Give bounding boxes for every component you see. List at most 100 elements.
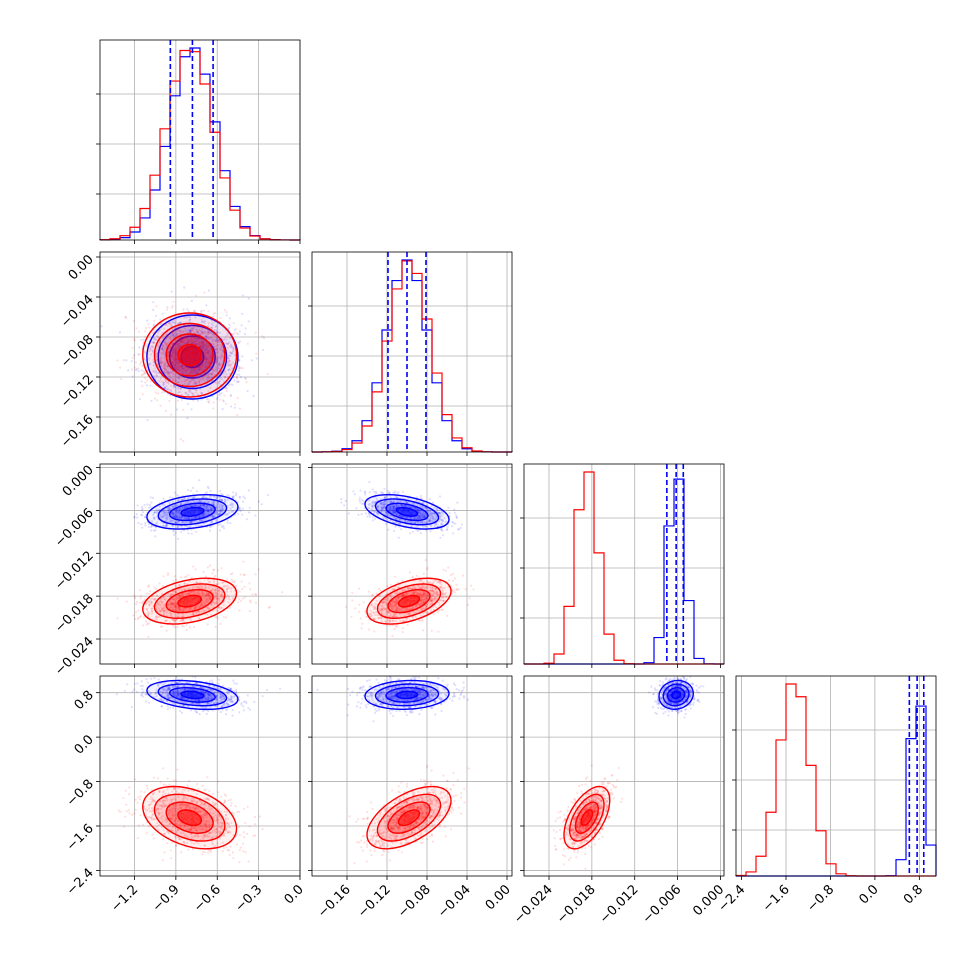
scatter-point: [421, 619, 424, 622]
scatter-point: [187, 505, 190, 508]
scatter-point: [173, 366, 176, 369]
scatter-point: [168, 388, 171, 392]
scatter-point: [187, 609, 190, 612]
scatter-point: [383, 503, 386, 506]
scatter-point: [198, 515, 201, 518]
scatter-point: [183, 607, 186, 610]
scatter-point: [217, 589, 220, 592]
scatter-point: [204, 331, 207, 335]
scatter-point: [416, 515, 419, 518]
scatter-point: [421, 513, 424, 516]
scatter-point: [208, 594, 211, 597]
scatter-point: [222, 525, 225, 528]
scatter-point: [396, 496, 399, 499]
scatter-point: [390, 500, 393, 503]
scatter-point: [202, 601, 205, 604]
scatter-point: [239, 508, 242, 511]
scatter-point: [209, 508, 212, 511]
scatter-point: [205, 592, 208, 595]
scatter-point: [166, 517, 169, 520]
scatter-point: [171, 603, 174, 606]
scatter-point: [170, 389, 173, 393]
scatter-point: [162, 596, 165, 599]
scatter-point: [417, 517, 420, 520]
scatter-point: [165, 611, 168, 614]
scatter-point: [177, 346, 180, 349]
scatter-point: [152, 346, 155, 349]
scatter-point: [179, 345, 182, 348]
scatter-point: [398, 514, 401, 517]
scatter-point: [388, 509, 391, 512]
scatter-point: [257, 500, 260, 503]
contour-level-3-series-1: [177, 343, 203, 367]
scatter-point: [144, 516, 147, 519]
scatter-point: [374, 517, 377, 520]
scatter-point: [147, 622, 151, 625]
scatter-point: [199, 345, 202, 348]
scatter-point: [182, 440, 185, 443]
scatter-point: [175, 515, 178, 518]
scatter-point: [206, 373, 209, 376]
scatter-point: [391, 504, 394, 507]
scatter-point: [208, 597, 211, 600]
scatter-point: [176, 511, 179, 514]
scatter-point: [188, 329, 191, 332]
scatter-point: [188, 517, 191, 520]
scatter-point: [155, 521, 159, 524]
scatter-point: [162, 349, 165, 352]
scatter-point: [184, 391, 187, 395]
scatter-point: [371, 509, 374, 512]
scatter-point: [460, 523, 463, 526]
scatter-point: [201, 496, 204, 499]
scatter-point: [197, 331, 200, 334]
scatter-point: [254, 331, 257, 334]
scatter-point: [405, 607, 408, 610]
scatter-point: [214, 589, 217, 592]
scatter-point: [195, 336, 198, 340]
scatter-point: [233, 593, 236, 596]
scatter-point: [231, 383, 234, 387]
scatter-point: [439, 514, 442, 518]
scatter-point: [204, 609, 208, 612]
scatter-point: [190, 516, 193, 519]
scatter-point: [425, 606, 428, 609]
scatter-point: [409, 524, 412, 528]
scatter-point: [168, 603, 171, 606]
scatter-point: [202, 366, 205, 369]
scatter-point: [418, 511, 421, 515]
scatter-point: [157, 616, 160, 619]
scatter-point: [223, 309, 226, 312]
scatter-point: [391, 602, 394, 605]
scatter-point: [207, 325, 210, 328]
scatter-point: [149, 505, 152, 509]
scatter-point: [223, 338, 226, 341]
scatter-point: [161, 337, 164, 340]
scatter-point: [401, 631, 404, 634]
scatter-point: [213, 576, 216, 579]
scatter-point: [213, 597, 216, 600]
scatter-point: [204, 348, 207, 351]
scatter-point: [234, 327, 238, 330]
scatter-point: [209, 508, 212, 511]
scatter-point: [203, 351, 206, 354]
scatter-point: [171, 500, 174, 503]
scatter-point: [404, 515, 407, 518]
scatter-point: [163, 364, 166, 367]
scatter-point: [202, 363, 205, 367]
scatter-point: [161, 510, 164, 513]
scatter-point: [445, 595, 448, 598]
scatter-point: [426, 612, 429, 615]
scatter-point: [167, 508, 170, 511]
scatter-point: [177, 594, 181, 597]
scatter-point: [211, 514, 214, 517]
scatter-point: [149, 341, 152, 344]
scatter-point: [176, 342, 179, 345]
scatter-point: [228, 323, 231, 326]
scatter-point: [175, 329, 178, 332]
scatter-point: [241, 507, 244, 510]
scatter-point: [163, 386, 166, 390]
panel-frame: [99, 463, 301, 665]
scatter-point: [202, 503, 205, 506]
scatter-point: [195, 294, 198, 297]
scatter-point: [170, 605, 173, 609]
